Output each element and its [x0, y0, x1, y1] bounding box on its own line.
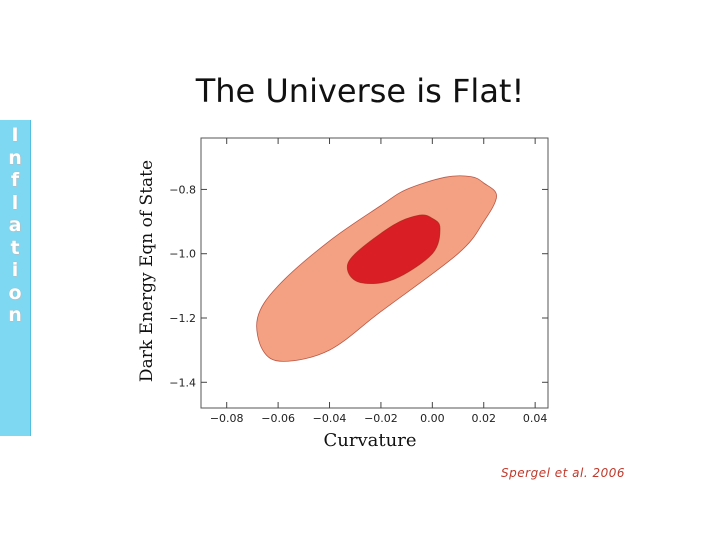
- sidebar-letter: i: [11, 259, 19, 281]
- y-tick-label: −0.8: [169, 183, 196, 196]
- plot-frame: [200, 137, 549, 409]
- sidebar-letter: t: [10, 236, 20, 259]
- x-axis-label: Curvature: [323, 430, 417, 451]
- sidebar-letter: l: [11, 191, 19, 214]
- y-tick-label: −1.4: [169, 376, 196, 389]
- sidebar-letter: n: [8, 304, 22, 326]
- citation-credit: Spergel et al. 2006: [501, 466, 625, 480]
- sidebar-letter: a: [8, 214, 22, 236]
- y-tick-label: −1.0: [169, 248, 196, 261]
- slide-title: The Universe is Flat!: [195, 72, 525, 110]
- sidebar-letter: o: [8, 281, 22, 304]
- sidebar-letter: n: [8, 146, 22, 169]
- sidebar-word-inflation: I n f l a t i o n: [0, 120, 31, 436]
- x-tick-label: 0.00: [420, 412, 445, 425]
- x-tick-label: −0.02: [364, 412, 398, 425]
- sidebar-letter: I: [11, 124, 19, 146]
- x-tick-label: −0.08: [210, 412, 244, 425]
- sidebar-letter: f: [10, 169, 20, 191]
- x-tick-label: 0.04: [523, 412, 548, 425]
- y-tick-label: −1.2: [169, 312, 196, 325]
- x-tick-label: −0.06: [261, 412, 295, 425]
- x-tick-label: 0.02: [471, 412, 496, 425]
- x-tick-label: −0.04: [313, 412, 347, 425]
- inner-contour-region: [346, 214, 441, 285]
